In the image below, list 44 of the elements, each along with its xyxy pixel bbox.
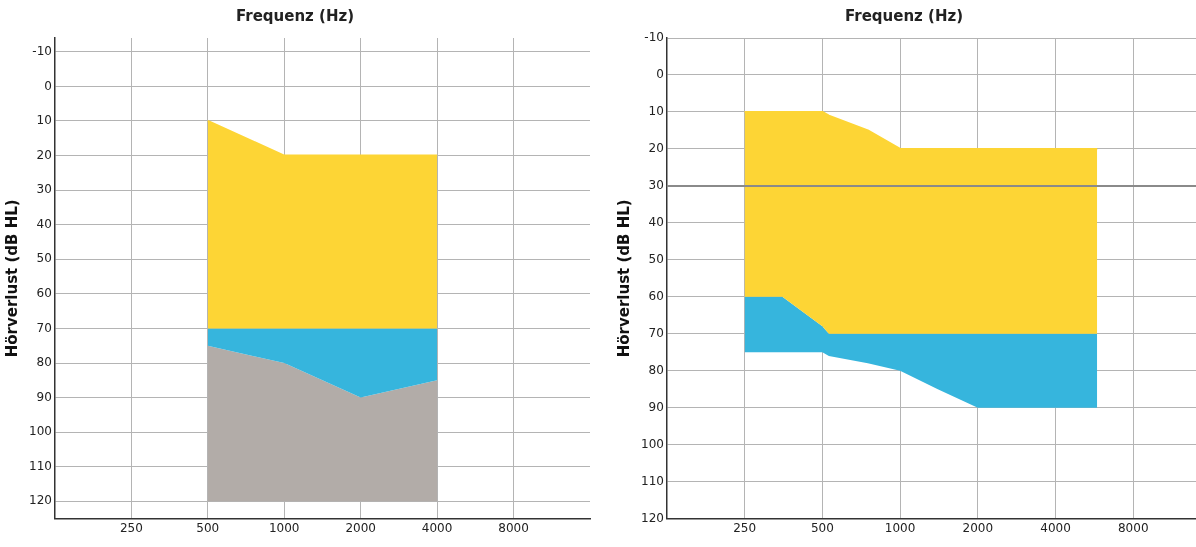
y-tick-label: 10 bbox=[36, 113, 52, 128]
y-tick-label: 50 bbox=[36, 251, 52, 266]
y-axis-title: Hörverlust (dB HL) bbox=[2, 199, 21, 358]
y-tick-label: 100 bbox=[29, 424, 52, 439]
y-tick-label: 110 bbox=[29, 458, 52, 473]
y-tick-label: 70 bbox=[36, 320, 52, 335]
y-tick-label: 30 bbox=[36, 182, 52, 197]
y-axis-title: Hörverlust (dB HL) bbox=[614, 199, 633, 358]
y-tick-label: 80 bbox=[36, 355, 52, 370]
y-tick-label: 30 bbox=[648, 178, 664, 192]
y-tick-label: 90 bbox=[648, 399, 664, 414]
y-tick-label: -10 bbox=[644, 30, 664, 45]
y-tick-label: 100 bbox=[641, 436, 664, 451]
x-tick-label: 1000 bbox=[268, 520, 300, 535]
x-tick-label: 500 bbox=[196, 520, 220, 535]
x-tick-label: 8000 bbox=[1117, 520, 1149, 535]
x-tick-label: 1000 bbox=[884, 520, 916, 535]
y-tick-label: 70 bbox=[648, 325, 664, 340]
x-axis-title: Frequenz (Hz) bbox=[844, 6, 964, 25]
y-tick-label: 120 bbox=[641, 510, 664, 525]
y-tick-label: 0 bbox=[656, 67, 664, 82]
x-tick-label: 250 bbox=[119, 520, 143, 535]
x-tick-label: 500 bbox=[810, 520, 834, 535]
y-tick-label: 10 bbox=[648, 104, 664, 119]
x-tick-label: 2000 bbox=[962, 520, 994, 535]
y-tick-label: 80 bbox=[648, 362, 664, 377]
y-tick-label: 110 bbox=[641, 473, 664, 488]
y-tick-label: 120 bbox=[29, 493, 52, 508]
y-tick-label: 40 bbox=[648, 214, 664, 229]
y-tick-label: 60 bbox=[36, 285, 52, 300]
y-tick-label: 90 bbox=[36, 389, 52, 404]
x-axis-title: Frequenz (Hz) bbox=[235, 6, 355, 25]
y-tick-label: 40 bbox=[36, 216, 52, 231]
x-tick-label: 2000 bbox=[345, 520, 376, 535]
x-tick-label: 8000 bbox=[498, 520, 529, 535]
y-tick-label: 20 bbox=[648, 141, 664, 156]
y-tick-label: 0 bbox=[44, 78, 52, 93]
y-tick-label: 50 bbox=[648, 251, 664, 266]
y-tick-label: 60 bbox=[648, 288, 664, 303]
x-tick-label: 4000 bbox=[1040, 520, 1071, 535]
x-tick-label: 250 bbox=[733, 520, 757, 535]
x-tick-label: 4000 bbox=[421, 520, 453, 535]
y-tick-label: -10 bbox=[32, 43, 52, 58]
y-tick-label: 20 bbox=[36, 147, 52, 162]
